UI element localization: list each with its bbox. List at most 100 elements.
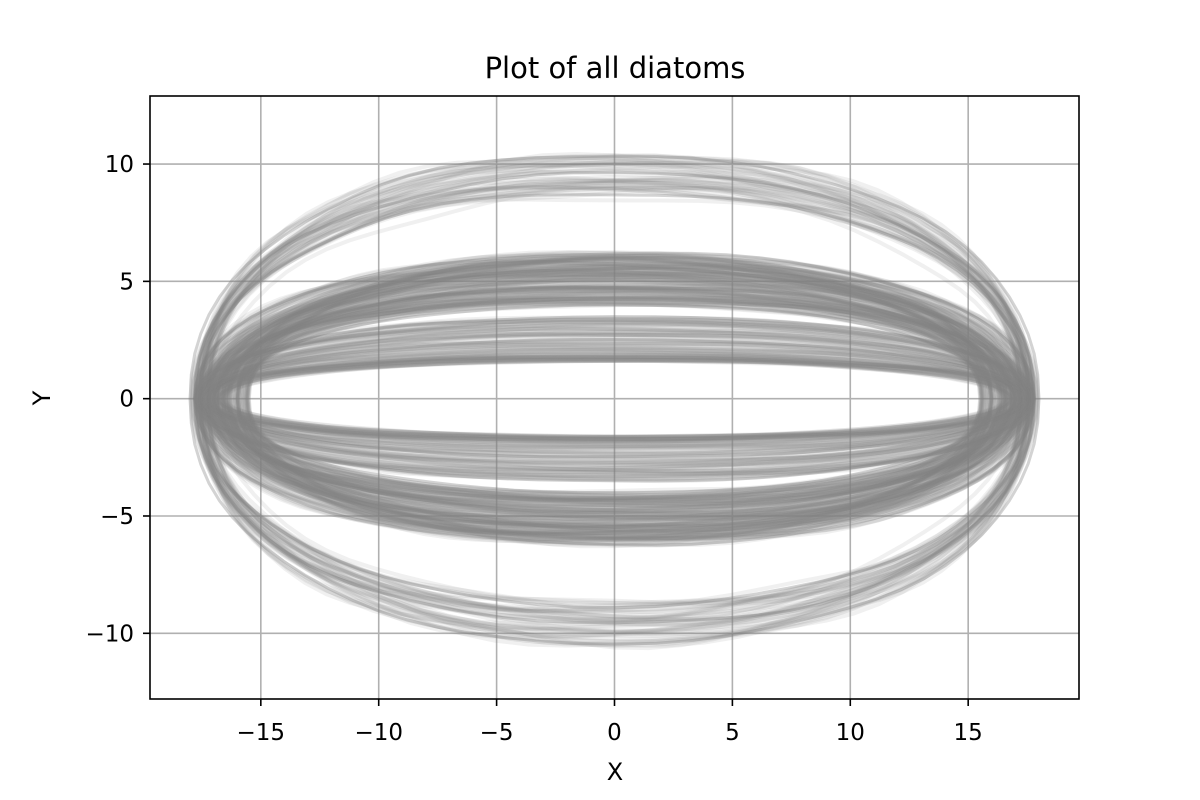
diatom-outline [236, 267, 993, 532]
diatom-outline [227, 271, 1002, 532]
diatom-outline [201, 159, 1028, 644]
diatom-outline [230, 283, 999, 516]
diatom-outline [220, 288, 1009, 508]
diatom-outline [210, 317, 1019, 481]
diatom-outline [206, 355, 1023, 443]
diatom-outline [243, 299, 986, 501]
diatom-outline [234, 296, 995, 500]
diatom-outline [200, 275, 1029, 521]
diatom-outline [246, 277, 983, 519]
diatom-outline [221, 263, 1008, 535]
diatom-outline [209, 331, 1020, 468]
diatom-outline [210, 268, 1019, 529]
diatom-outline [199, 301, 1030, 496]
diatom-outline [204, 283, 1025, 515]
x-tick-label: 15 [954, 720, 983, 746]
diatom-outline [208, 264, 1021, 528]
diatom-outline [194, 319, 1035, 475]
diatom-outline [234, 290, 995, 512]
diatom-outline [216, 349, 1013, 449]
diatom-outline [212, 356, 1017, 441]
diatom-outline [200, 337, 1029, 461]
diatom-outline [199, 268, 1030, 529]
diatom-outline [221, 354, 1008, 444]
diatom-outline [219, 265, 1010, 533]
diatom-outline [202, 178, 1027, 622]
diatom-outline [220, 288, 1009, 506]
diatom-outline [225, 269, 1004, 527]
diatom-outline [235, 303, 994, 495]
diatom-outline [219, 332, 1010, 465]
diatom-outline [218, 357, 1011, 439]
diatom-outline [196, 178, 1033, 614]
diatom-outline [208, 341, 1021, 457]
diatom-outline [199, 329, 1030, 471]
diatom-outline [199, 185, 1030, 614]
diatom-outline [195, 185, 1034, 613]
diatom-outline [209, 345, 1020, 451]
diatom-outline [228, 275, 1001, 519]
diatom-outline [211, 268, 1018, 530]
diatom-outline [215, 261, 1014, 537]
y-tick-label: 0 [119, 387, 134, 413]
diatom-outline [198, 263, 1031, 535]
x-tick-label: −15 [237, 720, 286, 746]
diatom-outline [207, 352, 1022, 445]
diatom-outline [225, 262, 1004, 541]
diatom-outline [246, 296, 983, 501]
diatom-outline [206, 161, 1023, 639]
diatom-outline [234, 267, 995, 531]
diatom-outline [221, 288, 1008, 504]
diatom-outline [210, 349, 1019, 447]
diatom-outline [225, 288, 1004, 511]
diatom-outline [243, 271, 986, 532]
diatom-outline [199, 352, 1030, 444]
diatom-outline [198, 318, 1031, 479]
diatom-outline [198, 178, 1031, 625]
diatom-outline [198, 290, 1031, 505]
diatom-outline [204, 263, 1025, 539]
diatom-outline [230, 272, 999, 526]
diatom-outline [221, 274, 1008, 518]
diatom-outline [209, 254, 1020, 548]
diatom-outline [242, 285, 987, 507]
diatom-outline [242, 296, 987, 503]
diatom-outline [222, 351, 1007, 447]
diatom-outline [210, 254, 1019, 537]
diatom-outline [193, 325, 1036, 474]
diatom-outline [202, 355, 1027, 445]
diatom-outline [220, 354, 1009, 443]
diatom-outline [235, 294, 994, 507]
diatom-outline [211, 332, 1018, 464]
diatom-outline [195, 292, 1034, 508]
diatom-outline [195, 354, 1034, 442]
diatom-outline [199, 353, 1030, 443]
diatom-outline [221, 357, 1008, 440]
diatom-outline [231, 259, 998, 537]
diatom-outline [197, 339, 1032, 460]
diatom-outline [198, 288, 1031, 514]
diatom-outline [236, 269, 993, 533]
diatom-outline [219, 265, 1010, 531]
diatom-outline [209, 326, 1020, 472]
diatom-outline [203, 177, 1026, 622]
diatom-outline [193, 270, 1036, 530]
diatom-outline [198, 155, 1031, 648]
diatom-outline [205, 258, 1024, 542]
x-tick-label: 10 [836, 720, 865, 746]
diatom-outline [192, 332, 1037, 464]
diatom-outline [198, 341, 1031, 455]
diatom-outline [210, 295, 1019, 500]
diatom-outline [210, 255, 1019, 542]
diatom-outline [195, 320, 1034, 476]
diatom-outline [209, 343, 1020, 455]
diatom-outline [189, 180, 1040, 615]
diatom-outline [214, 329, 1015, 467]
diatom-outline [214, 261, 1015, 536]
diatom-outline [235, 254, 994, 549]
diatom-outline [196, 261, 1033, 538]
diatom-outline [200, 156, 1029, 646]
diatom-outline [192, 182, 1037, 620]
diatom-outline [214, 326, 1015, 473]
